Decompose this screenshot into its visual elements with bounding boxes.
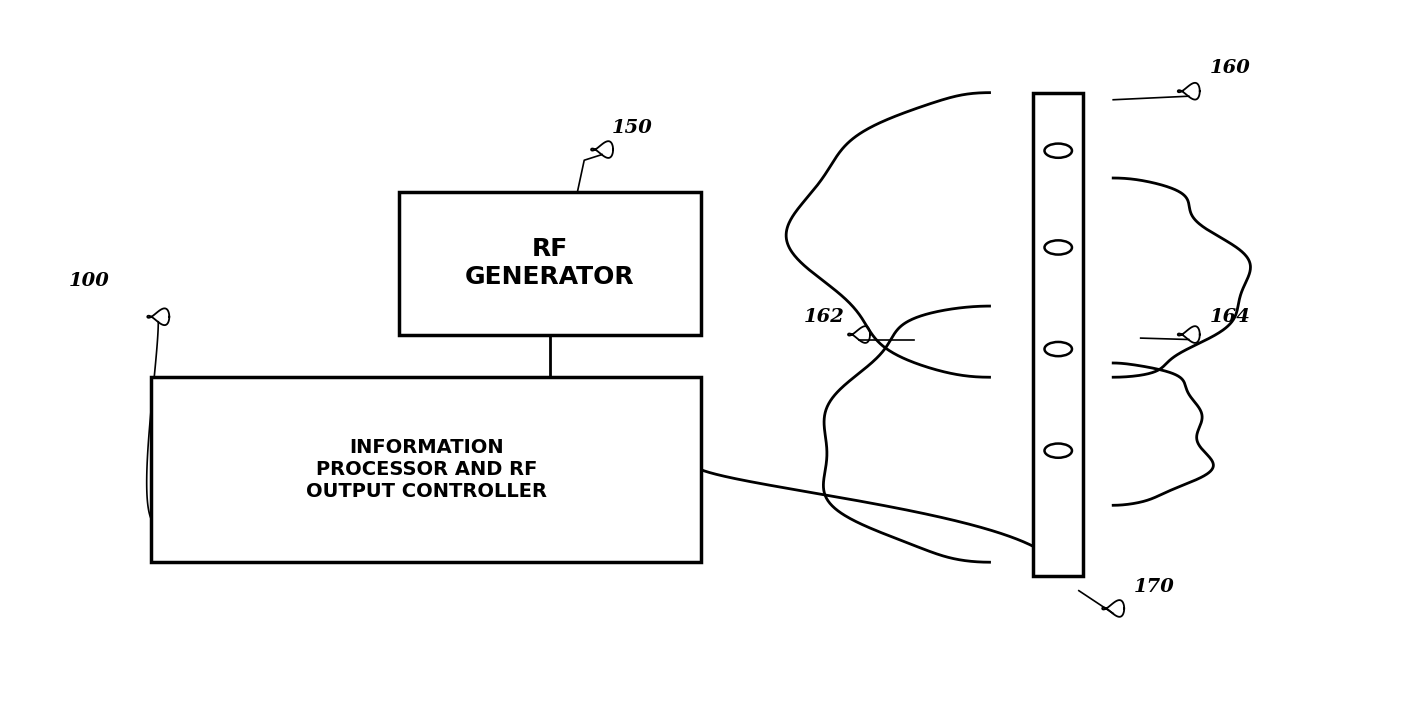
Bar [398, 192, 701, 335]
Text: INFORMATION
PROCESSOR AND RF
OUTPUT CONTROLLER: INFORMATION PROCESSOR AND RF OUTPUT CONT… [306, 439, 547, 501]
Circle shape [1044, 342, 1073, 356]
Text: 160: 160 [1210, 59, 1251, 77]
Text: 170: 170 [1134, 578, 1175, 596]
Text: 164: 164 [1210, 308, 1251, 326]
Text: 100: 100 [69, 272, 109, 290]
Circle shape [1044, 444, 1073, 458]
Bar [151, 378, 701, 562]
Bar [1033, 93, 1082, 576]
Circle shape [1044, 144, 1073, 158]
Text: 150: 150 [611, 119, 652, 137]
Circle shape [1044, 240, 1073, 255]
Text: RF
GENERATOR: RF GENERATOR [465, 237, 635, 289]
Text: 162: 162 [805, 308, 845, 326]
